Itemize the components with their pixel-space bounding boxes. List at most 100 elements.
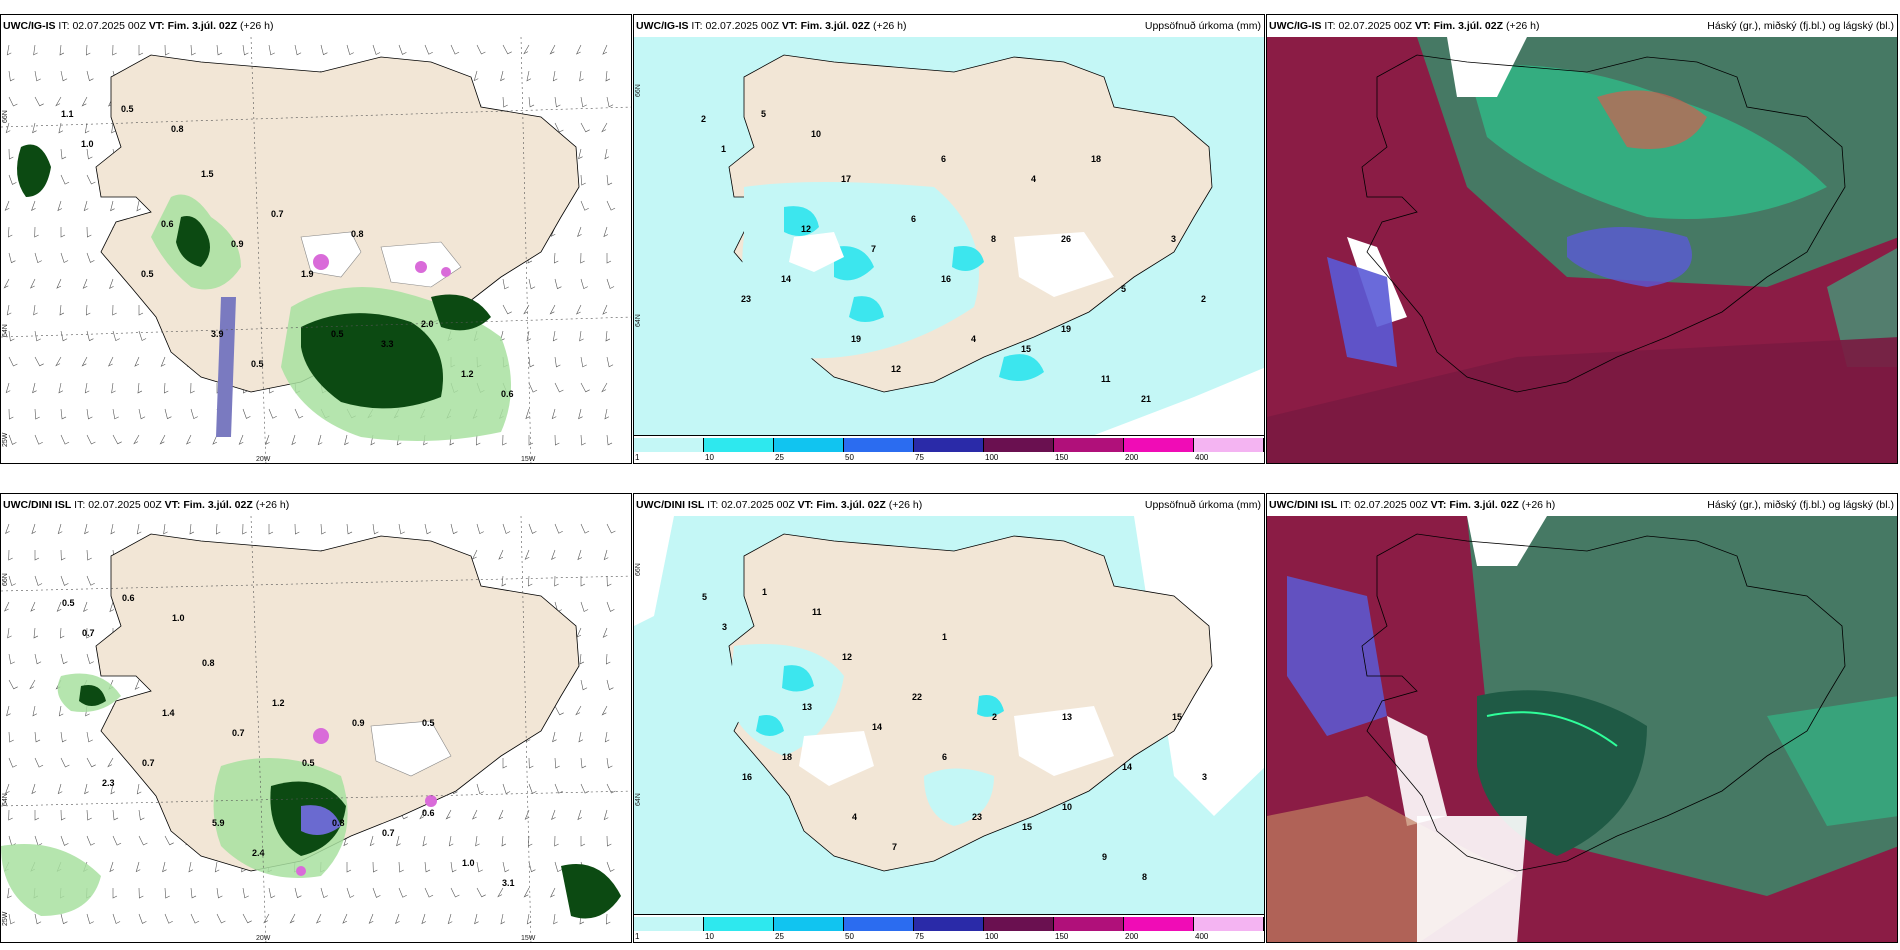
wind-barb (136, 523, 142, 535)
it-value: 02.07.2025 00Z (88, 499, 162, 511)
colorbar-tick: 25 (775, 453, 784, 462)
wind-barb (606, 523, 616, 534)
wind-barb (60, 549, 66, 561)
wind-barb (606, 861, 615, 872)
value-label: 0.9 (231, 239, 244, 249)
it-label: IT: (1324, 20, 1336, 32)
wind-barb (476, 861, 483, 873)
wind-barb (85, 304, 91, 316)
lead-time: (+26 h) (255, 499, 290, 511)
wind-barb (138, 913, 147, 924)
value-label: 0.7 (82, 628, 95, 638)
wind-barb (60, 434, 70, 445)
wind-barb (57, 783, 63, 795)
wind-barb (84, 122, 90, 134)
wind-barb (502, 434, 507, 446)
wind-barb (291, 434, 297, 446)
value-label: 18 (782, 752, 792, 762)
vt-value: Fim. 3.júl. 02Z (167, 20, 238, 32)
wind-barb (554, 783, 563, 794)
wind-barb (605, 330, 611, 342)
wind-barb (159, 434, 166, 445)
wind-barb (86, 148, 93, 160)
value-label: 4 (852, 812, 857, 822)
wind-barb (554, 705, 564, 716)
model-name: UWC/DINI ISL (3, 499, 72, 511)
wind-barb (502, 758, 508, 769)
wind-barb (346, 523, 353, 535)
wind-barb (476, 887, 486, 898)
wind-barb (34, 408, 40, 420)
value-label: 14 (1122, 762, 1132, 772)
wind-barb (528, 382, 538, 393)
wind-barb (5, 122, 11, 134)
wind-barb (107, 757, 114, 768)
wind-barb (580, 356, 587, 368)
wind-barb (8, 252, 16, 264)
wind-barb (315, 913, 322, 924)
wind-barb (606, 575, 612, 587)
wind-barb (84, 382, 90, 394)
wind-barb (112, 835, 122, 846)
value-label: 14 (781, 274, 791, 284)
wind-barb (527, 835, 533, 847)
value-label: 0.7 (142, 758, 155, 768)
wind-barb (372, 887, 381, 898)
wind-barb (8, 835, 16, 847)
wind-barb (575, 44, 582, 55)
wind-barb (86, 653, 94, 665)
wind-barb (549, 304, 556, 315)
wind-barb (60, 809, 66, 821)
it-label: IT: (1340, 499, 1352, 511)
wind-barb (398, 523, 405, 535)
wind-barb (372, 523, 379, 535)
wind-barb (500, 70, 505, 82)
wind-barb (421, 913, 427, 925)
wind-barb (320, 523, 326, 535)
wind-barb (500, 913, 506, 925)
wind-barb (475, 434, 481, 446)
wind-barb (5, 523, 10, 535)
wind-barb (5, 783, 10, 795)
wind-barb (476, 783, 484, 795)
wind-barb (164, 408, 172, 420)
wind-barb (138, 330, 147, 341)
value-label: 3.9 (211, 329, 224, 339)
wind-barb (60, 757, 70, 768)
wind-barb (8, 653, 15, 665)
wind-barb (603, 809, 609, 821)
wind-barb (527, 575, 533, 587)
wind-barb (60, 252, 69, 263)
map-canvas: 1.1 1.0 0.5 0.8 1.5 0.6 0.9 0.7 0.5 3.3 2.0 1.2 0.6 3… (1, 37, 631, 463)
colorbar-tick: 1 (635, 932, 640, 941)
wind-barb (60, 913, 68, 925)
colorbar-tick: 100 (985, 453, 999, 462)
wind-barb (8, 70, 15, 82)
wind-barb (34, 434, 43, 445)
wind-barb (134, 356, 140, 367)
wind-barb (422, 835, 428, 847)
colorbar-segment (704, 917, 774, 931)
it-value: 02.07.2025 00Z (705, 20, 779, 32)
value-label: 1.4 (162, 708, 175, 718)
value-label: 12 (801, 224, 811, 234)
value-label: 2.0 (421, 319, 434, 329)
wind-barb (528, 757, 534, 769)
wind-barb (605, 653, 611, 665)
wind-barb (606, 757, 613, 769)
wind-barb (419, 809, 426, 820)
wind-barb (29, 278, 36, 289)
wind-barb (111, 122, 116, 134)
wind-barb (502, 523, 511, 534)
wind-barb (528, 96, 535, 108)
wind-barb (580, 278, 588, 290)
value-label: 3 (722, 622, 727, 632)
colorbar-segment (984, 438, 1054, 452)
wind-barb (471, 809, 478, 820)
wind-barb (83, 601, 88, 613)
wind-barb (8, 809, 13, 821)
field-title: Háský (gr.), miðský (fj.bl.) og lágský (… (1707, 20, 1894, 32)
wind-barb (86, 913, 94, 925)
wind-barb (138, 887, 144, 899)
value-label: 0.5 (121, 104, 134, 114)
